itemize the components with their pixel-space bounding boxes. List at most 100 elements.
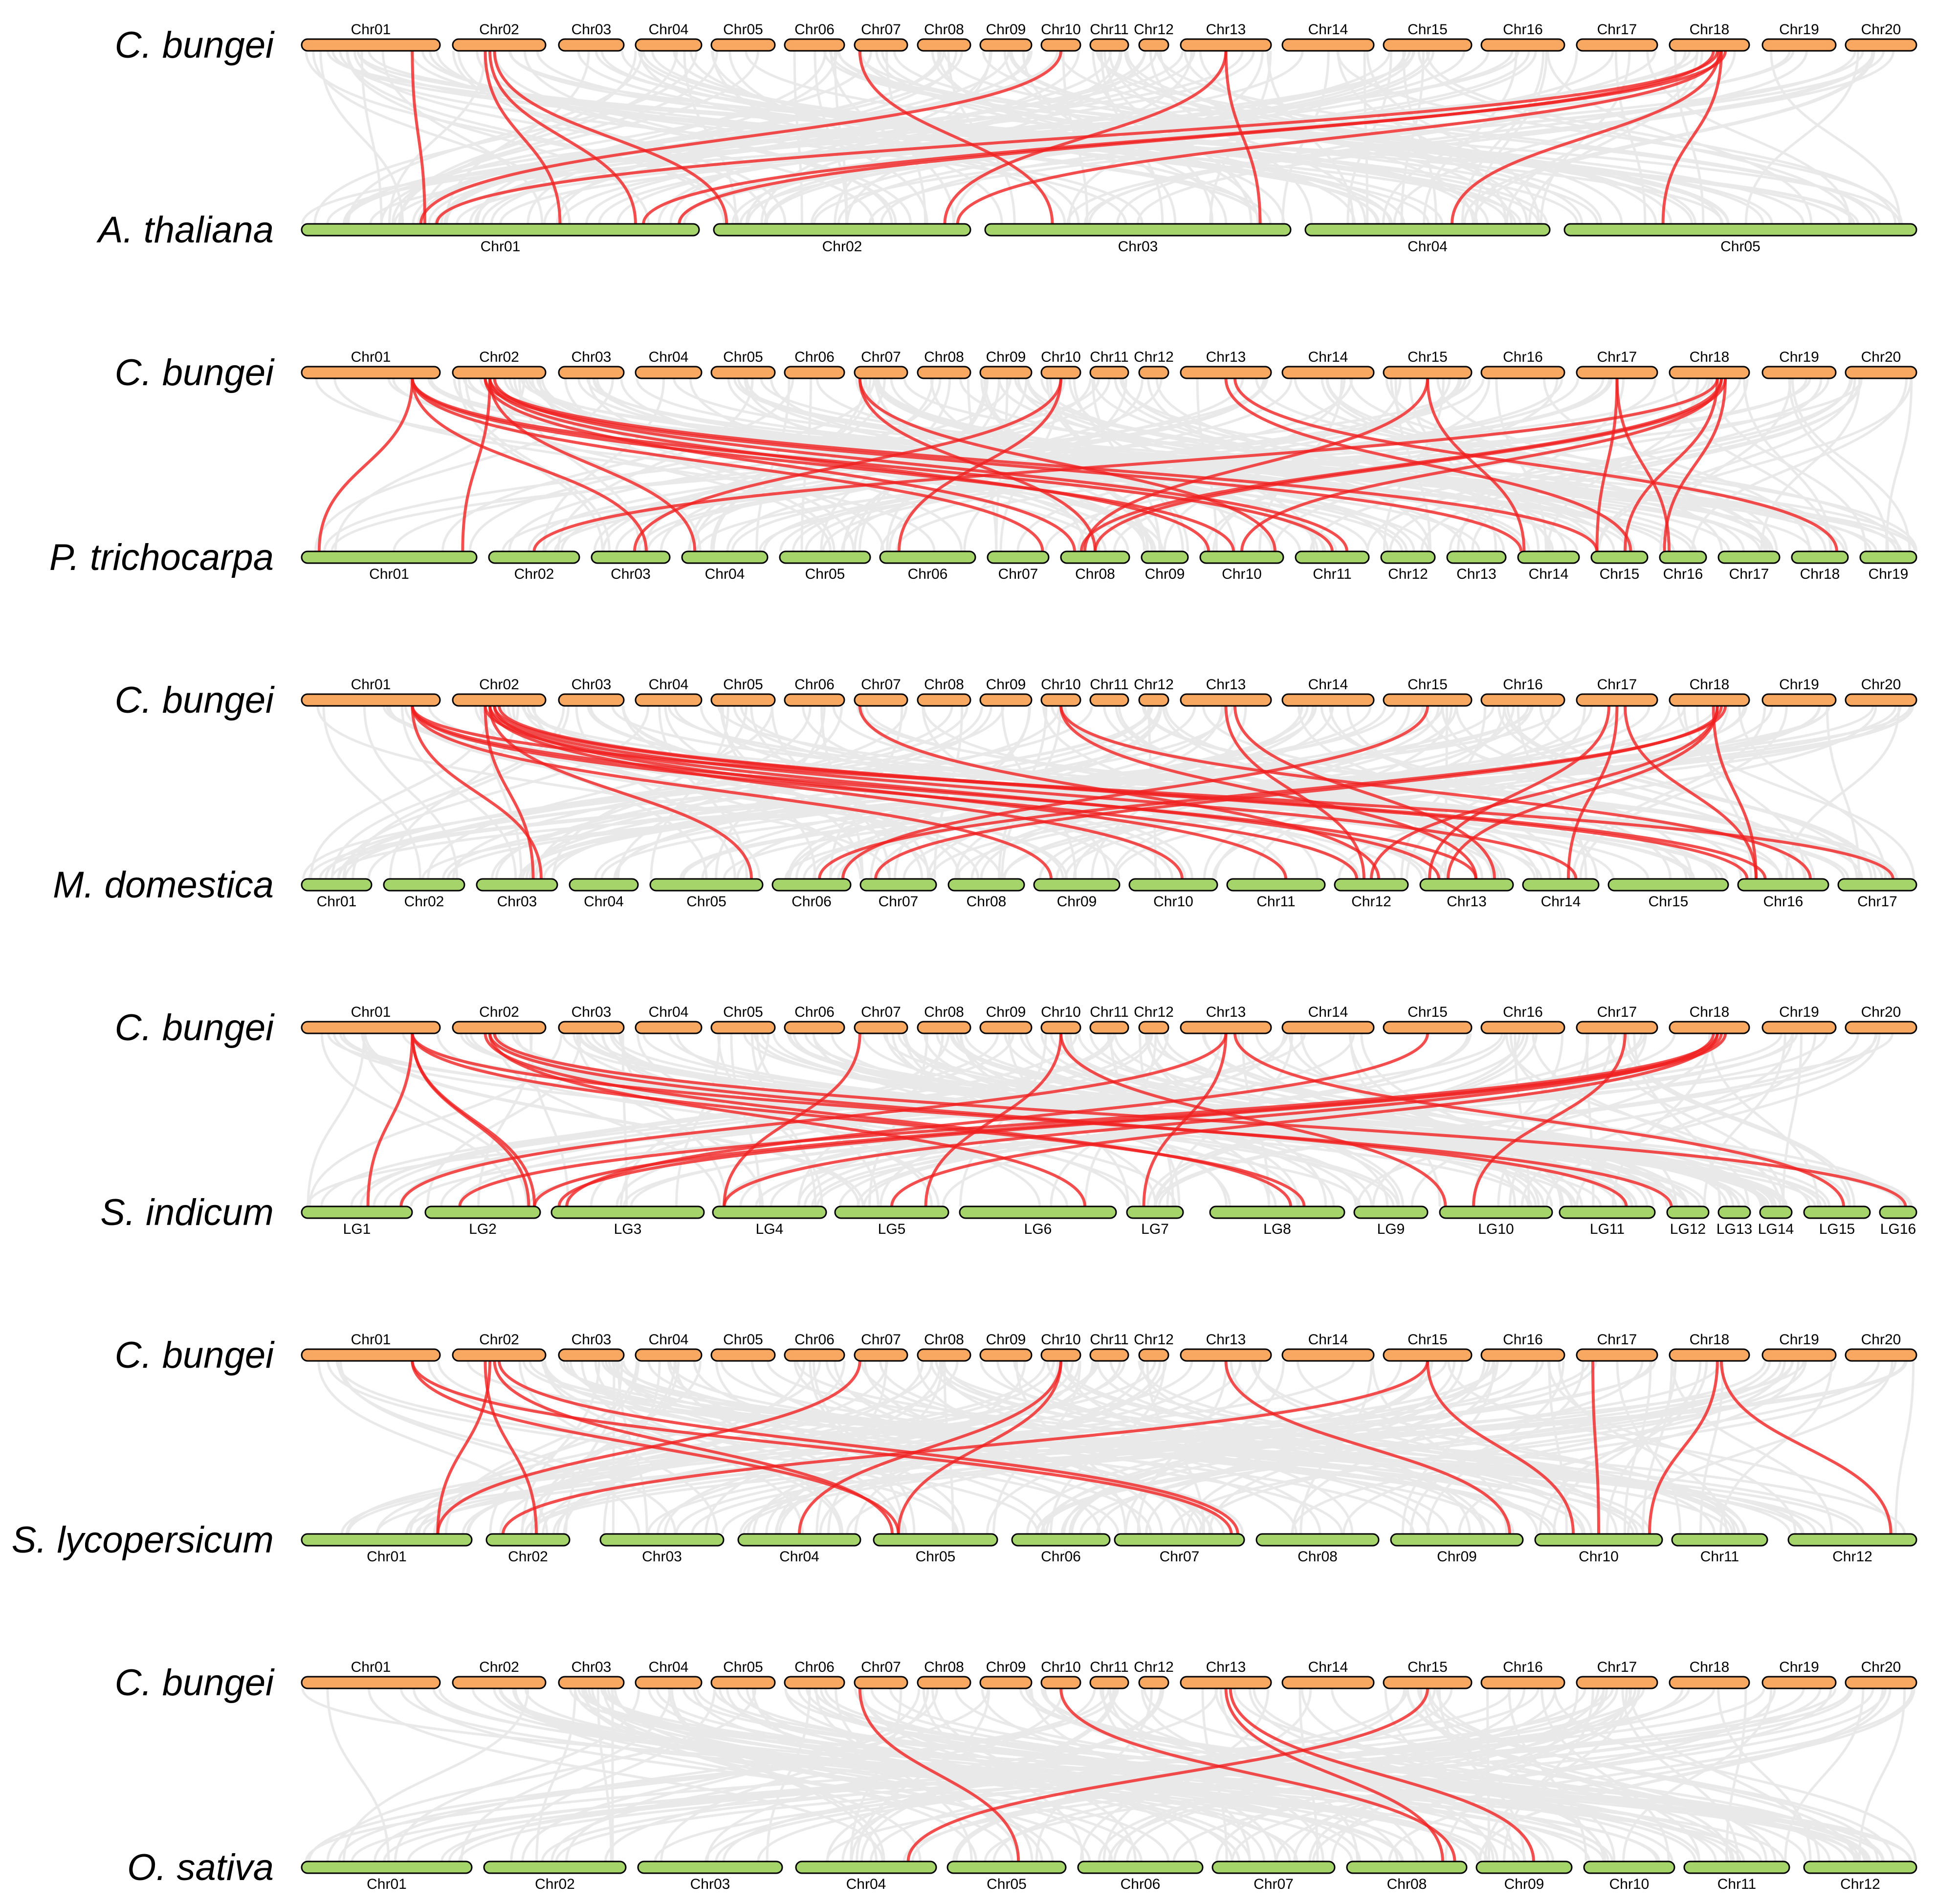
chromosome-bar[interactable] xyxy=(917,1348,971,1362)
chromosome-bar[interactable] xyxy=(649,878,764,892)
chromosome-bar[interactable] xyxy=(1517,550,1580,564)
chromosome-bar[interactable] xyxy=(635,38,703,52)
chromosome-bar[interactable] xyxy=(550,1205,705,1219)
chromosome-bar[interactable] xyxy=(1380,550,1436,564)
chromosome-bar[interactable] xyxy=(784,1348,845,1362)
chromosome-bar[interactable] xyxy=(710,693,776,707)
chromosome-bar[interactable] xyxy=(1803,1860,1917,1874)
chromosome-bar[interactable] xyxy=(1669,693,1750,707)
chromosome-bar[interactable] xyxy=(558,1676,625,1689)
chromosome-bar[interactable] xyxy=(854,693,908,707)
chromosome-bar[interactable] xyxy=(1180,693,1272,707)
chromosome-bar[interactable] xyxy=(1480,1348,1565,1362)
chromosome-bar[interactable] xyxy=(712,1205,827,1219)
chromosome-bar[interactable] xyxy=(1576,693,1658,707)
chromosome-bar[interactable] xyxy=(779,550,871,564)
chromosome-bar[interactable] xyxy=(784,38,845,52)
chromosome-bar[interactable] xyxy=(558,366,625,379)
chromosome-bar[interactable] xyxy=(947,878,1025,892)
chromosome-bar[interactable] xyxy=(635,1021,703,1034)
chromosome-bar[interactable] xyxy=(1089,38,1129,52)
chromosome-bar[interactable] xyxy=(1576,1676,1658,1689)
chromosome-bar[interactable] xyxy=(1761,366,1837,379)
chromosome-bar[interactable] xyxy=(1334,878,1409,892)
chromosome-bar[interactable] xyxy=(1180,1348,1272,1362)
chromosome-bar[interactable] xyxy=(854,1348,908,1362)
chromosome-bar[interactable] xyxy=(301,1860,473,1874)
chromosome-bar[interactable] xyxy=(1011,1533,1111,1547)
chromosome-bar[interactable] xyxy=(1089,1348,1129,1362)
chromosome-bar[interactable] xyxy=(1659,550,1707,564)
chromosome-bar[interactable] xyxy=(1138,1676,1169,1689)
chromosome-bar[interactable] xyxy=(1353,1205,1429,1219)
chromosome-bar[interactable] xyxy=(635,693,703,707)
chromosome-bar[interactable] xyxy=(1089,693,1129,707)
chromosome-bar[interactable] xyxy=(301,550,478,564)
chromosome-bar[interactable] xyxy=(635,1676,703,1689)
chromosome-bar[interactable] xyxy=(713,223,971,237)
chromosome-bar[interactable] xyxy=(1089,1021,1129,1034)
chromosome-bar[interactable] xyxy=(452,366,547,379)
chromosome-bar[interactable] xyxy=(1480,38,1565,52)
chromosome-bar[interactable] xyxy=(710,1021,776,1034)
chromosome-bar[interactable] xyxy=(1669,1676,1750,1689)
chromosome-bar[interactable] xyxy=(979,38,1033,52)
chromosome-bar[interactable] xyxy=(854,38,908,52)
chromosome-bar[interactable] xyxy=(917,366,971,379)
chromosome-bar[interactable] xyxy=(301,1021,441,1034)
chromosome-bar[interactable] xyxy=(383,878,465,892)
chromosome-bar[interactable] xyxy=(1480,1021,1565,1034)
chromosome-bar[interactable] xyxy=(1226,878,1326,892)
chromosome-bar[interactable] xyxy=(1759,1205,1793,1219)
chromosome-bar[interactable] xyxy=(1683,1860,1790,1874)
chromosome-bar[interactable] xyxy=(1040,1676,1081,1689)
chromosome-bar[interactable] xyxy=(1281,38,1375,52)
chromosome-bar[interactable] xyxy=(1761,1676,1837,1689)
chromosome-bar[interactable] xyxy=(873,1533,998,1547)
chromosome-bar[interactable] xyxy=(635,366,703,379)
chromosome-bar[interactable] xyxy=(917,1676,971,1689)
chromosome-bar[interactable] xyxy=(1040,38,1081,52)
chromosome-bar[interactable] xyxy=(979,1348,1033,1362)
chromosome-bar[interactable] xyxy=(1040,693,1081,707)
chromosome-bar[interactable] xyxy=(1666,1205,1710,1219)
chromosome-bar[interactable] xyxy=(1845,1021,1917,1034)
chromosome-bar[interactable] xyxy=(1199,550,1284,564)
chromosome-bar[interactable] xyxy=(1480,693,1565,707)
chromosome-bar[interactable] xyxy=(599,1533,725,1547)
chromosome-bar[interactable] xyxy=(1281,1021,1375,1034)
chromosome-bar[interactable] xyxy=(879,550,976,564)
chromosome-bar[interactable] xyxy=(1390,1533,1524,1547)
chromosome-bar[interactable] xyxy=(1737,878,1829,892)
chromosome-bar[interactable] xyxy=(1180,1021,1272,1034)
chromosome-bar[interactable] xyxy=(1845,38,1917,52)
chromosome-bar[interactable] xyxy=(591,550,671,564)
chromosome-bar[interactable] xyxy=(854,1021,908,1034)
chromosome-bar[interactable] xyxy=(1138,1021,1169,1034)
chromosome-bar[interactable] xyxy=(1138,366,1169,379)
chromosome-bar[interactable] xyxy=(1761,1348,1837,1362)
chromosome-bar[interactable] xyxy=(1669,38,1750,52)
chromosome-bar[interactable] xyxy=(1089,1676,1129,1689)
chromosome-bar[interactable] xyxy=(1281,693,1375,707)
chromosome-bar[interactable] xyxy=(1304,223,1551,237)
chromosome-bar[interactable] xyxy=(1791,550,1849,564)
chromosome-bar[interactable] xyxy=(1295,550,1370,564)
chromosome-bar[interactable] xyxy=(987,550,1050,564)
chromosome-bar[interactable] xyxy=(854,366,908,379)
chromosome-bar[interactable] xyxy=(558,1348,625,1362)
chromosome-bar[interactable] xyxy=(1559,1205,1656,1219)
chromosome-bar[interactable] xyxy=(301,366,441,379)
chromosome-bar[interactable] xyxy=(1040,366,1081,379)
chromosome-bar[interactable] xyxy=(1583,1860,1675,1874)
chromosome-bar[interactable] xyxy=(301,1205,413,1219)
chromosome-bar[interactable] xyxy=(959,1205,1117,1219)
chromosome-bar[interactable] xyxy=(917,38,971,52)
chromosome-bar[interactable] xyxy=(1717,550,1781,564)
chromosome-bar[interactable] xyxy=(1040,1021,1081,1034)
chromosome-bar[interactable] xyxy=(737,1533,861,1547)
chromosome-bar[interactable] xyxy=(635,1348,703,1362)
chromosome-bar[interactable] xyxy=(1255,1533,1380,1547)
chromosome-bar[interactable] xyxy=(1607,878,1729,892)
chromosome-bar[interactable] xyxy=(301,693,441,707)
